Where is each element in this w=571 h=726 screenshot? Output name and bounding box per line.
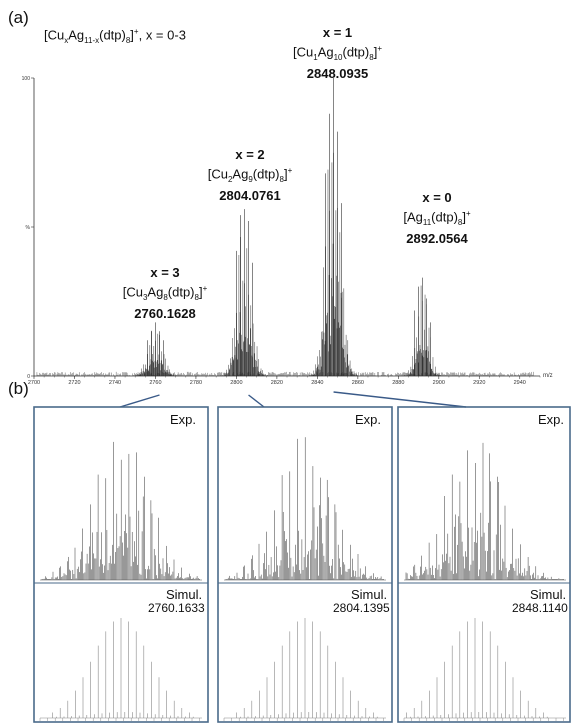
inset-exp-spectrum (225, 437, 384, 580)
inset-exp-spectrum (405, 442, 564, 580)
x-tick-label: 2880 (392, 380, 404, 386)
inset-frame (217, 406, 393, 723)
y-tick-label: 0 (27, 374, 30, 380)
peak-label-x0: x = 0 [Ag11(dtp)8]+ 2892.0564 (403, 190, 471, 246)
x-tick-label: 2700 (28, 380, 40, 386)
peak-label-x1: x = 1 [Cu1Ag10(dtp)8]+ 2848.0935 (293, 25, 382, 81)
x-tick-label: 2840 (311, 380, 323, 386)
y-tick-label: 100 (22, 76, 31, 82)
inset-1-exp-label: Exp. (170, 412, 197, 427)
panel-a-label: (a) (8, 8, 29, 27)
x-tick-label: 2860 (352, 380, 364, 386)
isotope-cluster-2 (309, 152, 358, 376)
inset-3-sim-label: Simul. (530, 587, 567, 602)
x-tick-label: 2920 (473, 380, 485, 386)
inset-3-exp-label: Exp. (538, 412, 565, 427)
connector-line (119, 394, 160, 408)
connector-line (333, 391, 467, 408)
inset-sim-spectrum (52, 618, 194, 718)
general-formula: [CuxAg11-x(dtp)8]+, x = 0-3 (44, 27, 186, 45)
peak-label-x2: x = 2 [Cu2Ag9(dtp)8]+ 2804.0761 (207, 147, 293, 203)
inset-frame (33, 406, 209, 723)
inset-sim-spectrum (236, 618, 378, 718)
inset-1-sim-mz: 2760.1633 (148, 601, 205, 615)
y-tick-label: % (26, 225, 31, 231)
x-tick-label: 2760 (149, 380, 161, 386)
x-tick-label: 2800 (230, 380, 242, 386)
x-tick-label: 2780 (190, 380, 202, 386)
inset-exp-spectrum (41, 441, 200, 580)
inset-frame (397, 406, 571, 723)
inset-2-sim-mz: 2804.1395 (333, 601, 390, 615)
x-tick-label: 2740 (109, 380, 121, 386)
inset-sim-spectrum (406, 618, 548, 718)
x-tick-label: 2720 (68, 380, 80, 386)
x-axis-label: m/z (543, 373, 553, 379)
peak-label-x3: x = 3 [Cu3Ag8(dtp)8]+ 2760.1628 (122, 265, 208, 321)
x-tick-label: 2900 (433, 380, 445, 386)
inset-3-sim-mz: 2848.1140 (512, 601, 568, 615)
x-tick-label: 2940 (514, 380, 526, 386)
x-tick-label: 2820 (271, 380, 283, 386)
connector-line (248, 394, 265, 408)
inset-2-sim-label: Simul. (351, 587, 388, 602)
inset-1-sim-label: Simul. (166, 587, 203, 602)
inset-2-exp-label: Exp. (355, 412, 382, 427)
panel-b-label: (b) (8, 379, 29, 398)
